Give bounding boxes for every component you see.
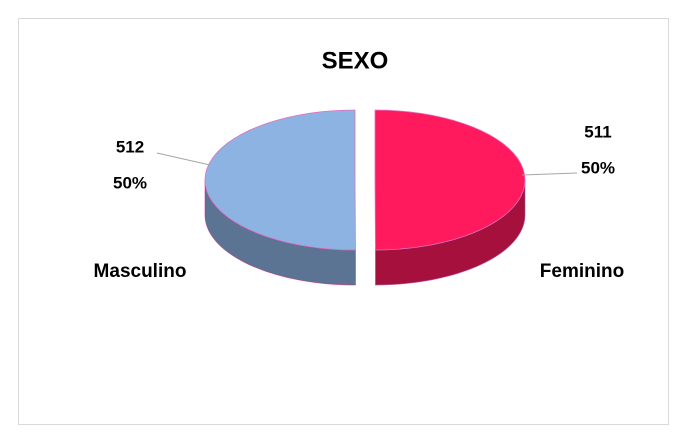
leader-line: [156, 152, 211, 166]
value-label: 511: [584, 122, 611, 141]
percent-label: 50%: [113, 173, 147, 192]
slice: [204, 109, 356, 251]
side-shade: [205, 180, 356, 286]
slice: [374, 109, 526, 251]
value-label: 512: [116, 137, 144, 156]
chart-title: SEXO: [322, 47, 389, 74]
category-label: Masculino: [94, 261, 187, 282]
percent-label: 50%: [581, 158, 615, 177]
side-shade: [375, 179, 525, 285]
category-label: Feminino: [540, 261, 624, 282]
leader-line: [521, 172, 578, 176]
